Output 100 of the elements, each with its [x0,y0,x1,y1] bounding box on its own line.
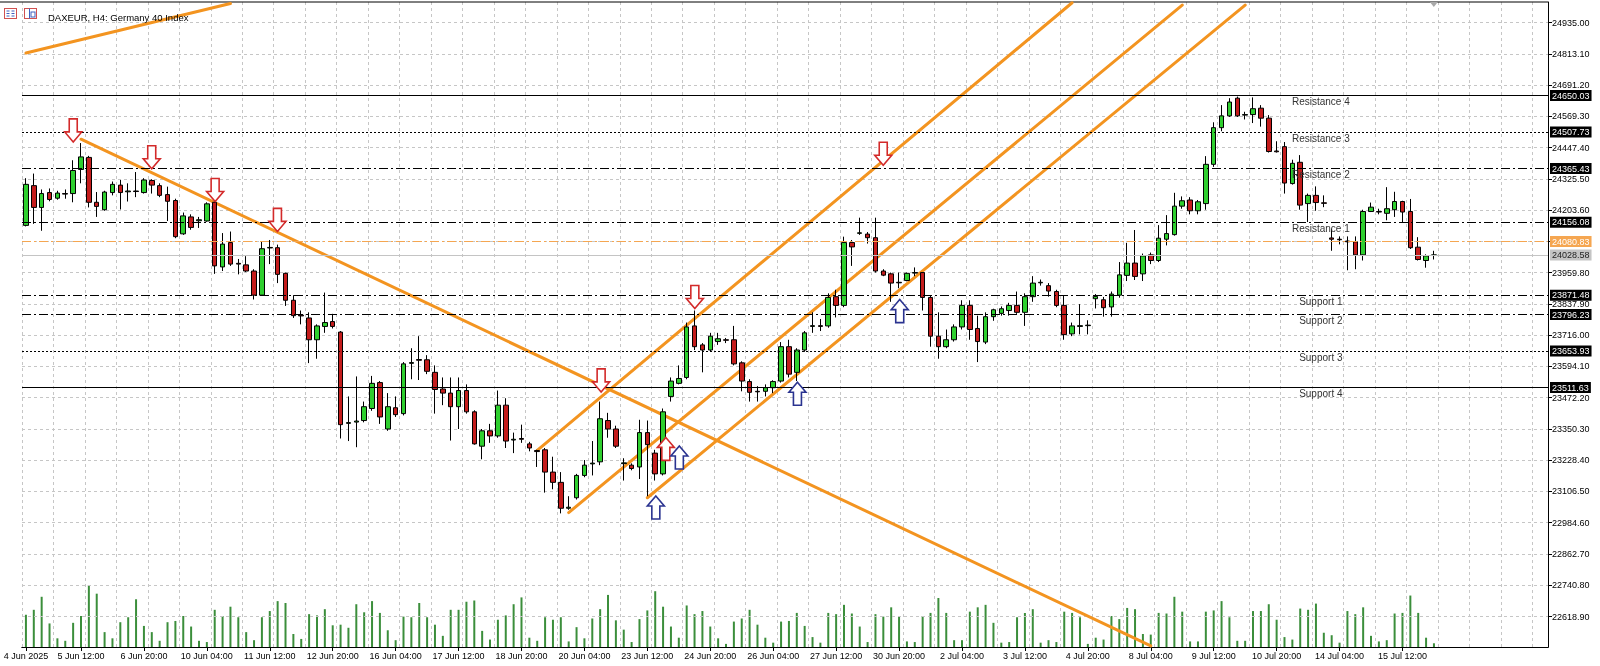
x-tick-label: 30 Jun 20:00 [873,650,926,661]
candlestick [818,318,823,332]
bar [174,620,177,647]
bar [1275,619,1278,647]
bar [1244,640,1247,647]
candlestick [951,323,957,343]
bar [48,623,51,647]
candlestick [133,171,139,198]
text: 24080.83 [1552,236,1590,247]
bar [371,601,374,647]
bar [1071,612,1074,647]
bar [669,626,672,647]
x-tick-label: 26 Jun 04:00 [747,650,800,661]
candlestick [590,440,595,476]
bar [253,640,256,647]
x-tick-label: 23 Jun 12:00 [621,650,674,661]
bar [355,604,358,647]
bar [260,617,263,647]
candlestick [723,337,729,344]
x-tick-label: 16 Jun 04:00 [369,650,422,661]
bar [559,617,562,647]
bar [685,605,688,647]
candlestick [1242,111,1248,120]
ref-line-label: Resistance 1 [1291,222,1351,234]
x-tick-label: 10 Jul 20:00 [1252,650,1302,661]
bar [575,627,578,647]
candlestick [503,397,509,449]
bar [40,596,43,647]
text: 23796.23 [1552,309,1590,320]
bar [323,609,326,647]
candlestick [1219,104,1224,132]
bar [1393,613,1396,647]
bar [95,593,98,647]
bar [158,640,161,647]
candlestick [613,425,619,449]
candlestick [346,395,351,442]
bar [1283,637,1286,647]
candlestick [597,401,603,466]
x-tick-label: 27 Jun 12:00 [810,650,863,661]
candlestick [1132,229,1138,281]
candlestick [1305,193,1311,223]
candlestick [605,412,611,439]
ref-line-label: Support 1 [1299,295,1343,307]
bar [835,614,838,647]
candlestick [385,392,391,432]
bar [1212,610,1215,647]
candlestick [1195,199,1201,215]
bar [1102,639,1105,647]
bar [614,620,617,647]
candlestick [1321,194,1327,208]
candlestick [47,187,52,202]
candlestick [621,457,627,482]
bar [347,627,350,647]
candlestick [652,449,658,482]
bar [1220,601,1223,647]
bar [1322,632,1325,647]
bar [1299,608,1302,647]
bar [418,602,421,647]
candlestick [1368,202,1374,213]
bar [111,638,114,647]
bar [953,640,956,647]
bar [1228,617,1231,647]
bar [968,611,971,647]
bar [339,624,342,647]
bar [662,606,665,647]
y-tick-label: 23959.80 [1552,267,1590,278]
bar [1417,612,1420,647]
x-tick-label: 15 Jul 12:00 [1377,650,1427,661]
candlestick [487,423,493,444]
candlestick [110,181,115,196]
bar [24,614,27,647]
bar [740,618,743,647]
candlestick [1227,97,1232,118]
y-tick-label: 24447.40 [1552,142,1590,153]
bar [709,626,712,647]
bar [268,611,271,647]
candlestick [550,456,556,490]
bar [1023,612,1026,647]
bar [1173,596,1176,647]
bar [725,643,728,647]
bar [795,612,798,647]
candlestick [94,191,99,218]
bar [591,618,594,647]
candlestick [361,401,367,423]
bar [56,638,59,647]
x-tick-label: 20 Jun 04:00 [558,650,611,661]
bar [87,585,90,647]
x-tick-label: 2 Jul 04:00 [939,650,985,661]
bar [520,597,523,647]
bar [732,621,735,647]
bar [245,632,248,647]
candlestick [645,420,650,497]
y-tick-label: 23837.90 [1552,298,1590,309]
text: 24365.43 [1552,163,1590,174]
candlestick [676,364,682,385]
y-tick-label: 22618.90 [1552,611,1590,622]
bar [1181,611,1184,647]
bar [756,624,759,647]
bar [103,632,106,647]
bar [905,641,908,647]
